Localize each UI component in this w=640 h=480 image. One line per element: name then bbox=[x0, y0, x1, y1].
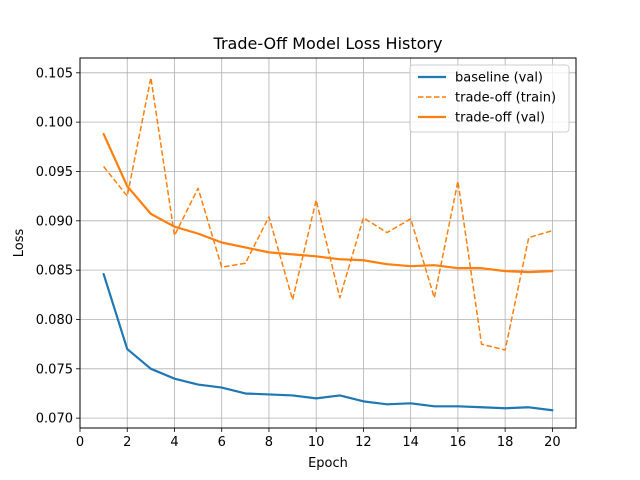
x-axis-label: Epoch bbox=[308, 456, 348, 471]
y-tick-label: 0.090 bbox=[36, 214, 73, 229]
x-tick-label: 4 bbox=[170, 435, 178, 450]
x-tick-label: 16 bbox=[450, 435, 467, 450]
x-tick-label: 20 bbox=[544, 435, 561, 450]
x-tick-label: 6 bbox=[218, 435, 226, 450]
legend-label: trade-off (val) bbox=[455, 111, 545, 126]
y-tick-label: 0.085 bbox=[36, 264, 73, 279]
x-axis: 0 2 4 6 8 10 12 14 16 18 20 bbox=[76, 428, 561, 450]
x-tick-label: 0 bbox=[76, 435, 84, 450]
x-tick-label: 10 bbox=[308, 435, 325, 450]
y-tick-label: 0.080 bbox=[36, 313, 73, 328]
chart-title: Trade-Off Model Loss History bbox=[213, 34, 443, 53]
y-tick-label: 0.070 bbox=[36, 412, 73, 427]
y-tick-label: 0.105 bbox=[36, 66, 73, 81]
legend-label: trade-off (train) bbox=[455, 91, 556, 106]
series-layer bbox=[102, 76, 554, 412]
series-line-2 bbox=[102, 132, 554, 274]
y-tick-label: 0.100 bbox=[36, 116, 73, 131]
y-tick-label: 0.095 bbox=[36, 165, 73, 180]
x-tick-label: 8 bbox=[265, 435, 273, 450]
legend-box bbox=[409, 64, 570, 133]
x-tick-label: 12 bbox=[355, 435, 372, 450]
x-tick-label: 14 bbox=[402, 435, 419, 450]
series-line-0 bbox=[102, 272, 554, 412]
y-tick-label: 0.075 bbox=[36, 362, 73, 377]
y-axis-label: Loss bbox=[12, 229, 27, 258]
y-axis: 0.070 0.075 0.080 0.085 0.090 0.095 0.100 0.105 bbox=[36, 66, 80, 427]
series-line-1 bbox=[103, 76, 553, 351]
x-tick-label: 18 bbox=[497, 435, 514, 450]
legend: baseline (val) trade-off (train) trade-off… bbox=[409, 64, 570, 133]
plot-frame bbox=[79, 57, 577, 429]
x-tick-label: 2 bbox=[123, 435, 131, 450]
legend-label: baseline (val) bbox=[455, 71, 543, 86]
